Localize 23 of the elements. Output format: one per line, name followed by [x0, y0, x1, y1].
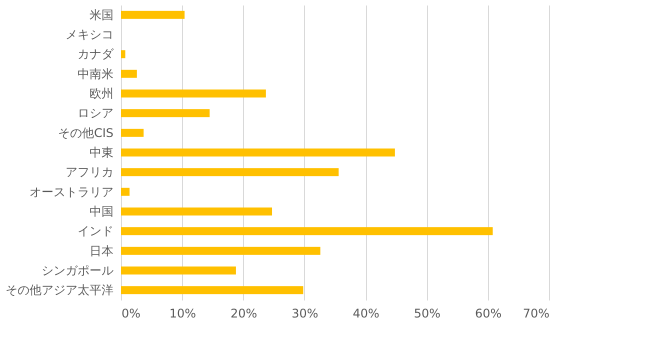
y-tick-label: シンガポール	[42, 264, 114, 278]
y-tick-label: オーストラリア	[30, 184, 114, 199]
x-tick-label: 40%	[352, 306, 380, 320]
x-tick-label: 70%	[522, 306, 550, 320]
y-tick-label: 欧州	[90, 86, 114, 100]
y-tick-label: その他CIS	[58, 126, 114, 140]
x-tick-label: 0%	[122, 306, 141, 320]
x-tick-label: 50%	[414, 306, 441, 320]
y-tick-label: カナダ	[78, 47, 114, 62]
y-tick-label: インド	[78, 224, 114, 238]
y-tick-label: 米国	[90, 8, 114, 22]
y-tick-label: ロシア	[78, 106, 114, 120]
y-tick-label: 中国	[90, 204, 114, 218]
x-tick-label: 30%	[292, 306, 318, 320]
y-tick-label: アフリカ	[66, 165, 114, 180]
y-tick-label: その他アジア太平洋	[6, 283, 114, 298]
x-tick-label: 10%	[169, 306, 196, 320]
y-tick-label: 中南米	[78, 66, 114, 81]
y-tick-label: 中東	[90, 146, 114, 160]
x-tick-label: 20%	[230, 306, 258, 320]
y-tick-label: 日本	[90, 244, 114, 258]
y-tick-label: メキシコ	[66, 28, 114, 42]
x-tick-label: 60%	[475, 306, 502, 320]
